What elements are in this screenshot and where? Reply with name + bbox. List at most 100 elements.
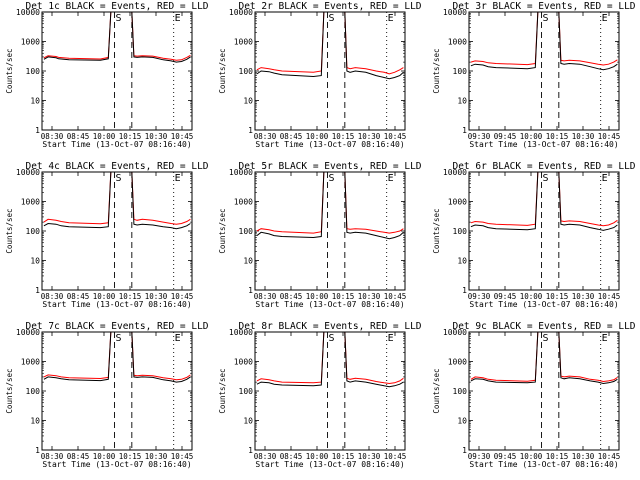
- marker-label: E: [388, 173, 394, 184]
- y-tick-label: 1000: [448, 198, 467, 207]
- x-tick-label: 10:15: [119, 452, 142, 461]
- y-tick-label: 10000: [229, 168, 253, 177]
- marker-label: E: [175, 173, 181, 184]
- x-tick-label: 10:00: [306, 452, 329, 461]
- plot-frame: [41, 11, 193, 131]
- marker-label: S: [116, 173, 122, 184]
- plot-frame: [254, 331, 406, 451]
- x-tick-label: 08:30: [41, 132, 64, 141]
- panel-title: Det 9c BLACK = Events, RED = LLD: [452, 321, 635, 332]
- y-tick-label: 1: [248, 286, 253, 295]
- series-lld-line: [43, 332, 191, 381]
- x-axis-label: Start Time (13-Oct-07 08:16:40): [255, 460, 404, 469]
- y-tick-label: 10000: [443, 328, 467, 337]
- y-axis-label: Counts/sec: [218, 368, 227, 413]
- x-tick-label: 10:45: [171, 452, 194, 461]
- x-axis-label: Start Time (13-Oct-07 08:16:40): [255, 140, 404, 149]
- y-tick-label: 10000: [16, 328, 40, 337]
- y-tick-label: 10: [457, 97, 467, 106]
- plot-frame: [254, 11, 406, 131]
- marker-label: S: [329, 333, 335, 344]
- marker-label: E: [175, 333, 181, 344]
- y-tick-label: 10000: [443, 8, 467, 17]
- y-axis-label: Counts/sec: [5, 208, 14, 253]
- x-tick-label: 10:15: [332, 132, 355, 141]
- panel-det-1c: Det 1c BLACK = Events, RED = LLD Counts/s…: [5, 1, 209, 149]
- y-tick-label: 1: [35, 126, 40, 135]
- x-tick-label: 10:30: [145, 292, 168, 301]
- marker-label: S: [543, 13, 549, 24]
- y-tick-label: 100: [239, 67, 254, 76]
- x-tick-label: 10:30: [145, 452, 168, 461]
- series-events-line: [256, 332, 404, 388]
- x-tick-label: 10:00: [520, 132, 543, 141]
- x-axis-label: Start Time (13-Oct-07 08:16:40): [42, 140, 191, 149]
- x-tick-label: 08:45: [67, 452, 90, 461]
- series-events-line: [256, 172, 404, 240]
- x-tick-label: 09:45: [494, 132, 517, 141]
- series-events-line: [43, 172, 191, 230]
- marker-label: S: [116, 13, 122, 24]
- x-tick-label: 10:45: [598, 292, 621, 301]
- y-tick-label: 10: [30, 257, 40, 266]
- y-axis-label: Counts/sec: [432, 368, 441, 413]
- series-group: [43, 172, 191, 230]
- y-tick-label: 1: [462, 126, 467, 135]
- x-tick-label: 09:45: [494, 292, 517, 301]
- x-tick-label: 08:30: [41, 452, 64, 461]
- y-tick-label: 100: [26, 67, 41, 76]
- series-group: [256, 332, 404, 388]
- x-tick-label: 10:15: [546, 452, 569, 461]
- x-tick-label: 09:45: [494, 452, 517, 461]
- y-tick-label: 10000: [16, 8, 40, 17]
- series-lld-line: [470, 172, 618, 227]
- x-tick-label: 08:45: [280, 292, 303, 301]
- x-tick-label: 10:15: [332, 292, 355, 301]
- x-tick-label: 10:15: [332, 452, 355, 461]
- y-axis-label: Counts/sec: [218, 48, 227, 93]
- x-tick-label: 10:30: [145, 132, 168, 141]
- y-tick-label: 10000: [443, 168, 467, 177]
- y-tick-label: 10: [457, 257, 467, 266]
- x-tick-label: 10:45: [171, 292, 194, 301]
- panel-title: Det 5r BLACK = Events, RED = LLD: [238, 161, 421, 172]
- panel-det-4c: Det 4c BLACK = Events, RED = LLD Counts/s…: [5, 161, 209, 309]
- y-axis-label: Counts/sec: [5, 368, 14, 413]
- y-tick-label: 100: [239, 227, 254, 236]
- series-events-line: [470, 332, 618, 385]
- panel-det-2r: Det 2r BLACK = Events, RED = LLD Counts/s…: [218, 1, 422, 149]
- x-axis-label: Start Time (13-Oct-07 08:16:40): [469, 140, 618, 149]
- y-tick-label: 1: [462, 286, 467, 295]
- x-tick-label: 09:30: [468, 292, 491, 301]
- x-tick-label: 09:30: [468, 452, 491, 461]
- series-group: [43, 332, 191, 383]
- marker-label: E: [602, 173, 608, 184]
- series-group: [43, 12, 191, 63]
- y-tick-label: 100: [453, 227, 468, 236]
- x-tick-label: 10:00: [93, 452, 116, 461]
- x-tick-label: 10:30: [572, 452, 595, 461]
- panel-title: Det 1c BLACK = Events, RED = LLD: [25, 1, 208, 12]
- y-axis-label: Counts/sec: [432, 48, 441, 93]
- marker-label: S: [543, 333, 549, 344]
- marker-label: E: [602, 333, 608, 344]
- y-tick-label: 10: [457, 417, 467, 426]
- y-tick-label: 1000: [21, 358, 40, 367]
- series-lld-line: [43, 12, 191, 61]
- y-tick-label: 100: [26, 227, 41, 236]
- panel-det-3r: Det 3r BLACK = Events, RED = LLD Counts/s…: [432, 1, 636, 149]
- series-lld-line: [256, 332, 404, 385]
- marker-label: S: [329, 13, 335, 24]
- y-tick-label: 10: [243, 417, 253, 426]
- x-tick-label: 10:30: [358, 292, 381, 301]
- x-tick-label: 10:30: [572, 132, 595, 141]
- panel-title: Det 2r BLACK = Events, RED = LLD: [238, 1, 421, 12]
- x-tick-label: 08:30: [254, 292, 277, 301]
- x-axis-label: Start Time (13-Oct-07 08:16:40): [42, 460, 191, 469]
- plot-frame: [254, 171, 406, 291]
- y-tick-label: 10: [30, 417, 40, 426]
- x-tick-label: 08:45: [67, 132, 90, 141]
- x-tick-label: 10:00: [93, 292, 116, 301]
- x-axis-label: Start Time (13-Oct-07 08:16:40): [255, 300, 404, 309]
